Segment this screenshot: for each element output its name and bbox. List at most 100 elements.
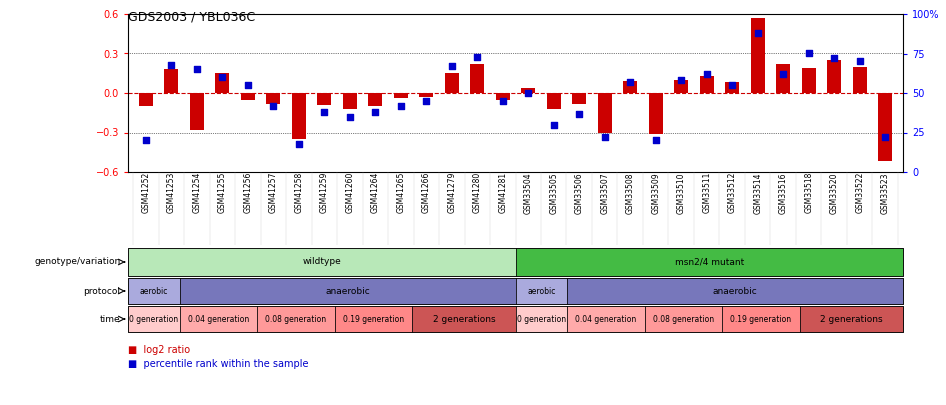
Point — [342, 113, 358, 120]
Bar — [180, 306, 257, 332]
Bar — [419, 93, 433, 97]
Text: 0 generation: 0 generation — [517, 315, 566, 324]
Text: GSM33523: GSM33523 — [881, 172, 889, 213]
Bar — [128, 306, 180, 332]
Text: 0.08 generation: 0.08 generation — [653, 315, 714, 324]
Bar — [335, 306, 412, 332]
Text: 0.19 generation: 0.19 generation — [342, 315, 404, 324]
Text: GSM33518: GSM33518 — [804, 172, 814, 213]
Bar — [644, 306, 722, 332]
Bar — [257, 306, 335, 332]
Text: GSM41252: GSM41252 — [141, 172, 150, 213]
Text: wildtype: wildtype — [303, 258, 342, 266]
Text: GSM33512: GSM33512 — [727, 172, 737, 213]
Bar — [547, 93, 561, 109]
Point — [215, 74, 230, 81]
Point — [240, 82, 255, 88]
Bar — [878, 93, 892, 162]
Text: GSM41266: GSM41266 — [422, 172, 430, 213]
Bar — [568, 306, 644, 332]
Text: 0.19 generation: 0.19 generation — [730, 315, 792, 324]
Point — [878, 134, 893, 141]
Bar — [799, 306, 903, 332]
Text: GSM41258: GSM41258 — [294, 172, 304, 213]
Bar — [496, 93, 510, 100]
Bar — [190, 93, 203, 130]
Text: protocol: protocol — [83, 286, 120, 296]
Text: GSM33504: GSM33504 — [524, 172, 533, 213]
Text: anaerobic: anaerobic — [325, 286, 370, 296]
Point — [852, 58, 867, 65]
Bar — [623, 81, 638, 93]
Bar — [368, 93, 382, 106]
Bar — [216, 73, 229, 93]
Point — [138, 137, 153, 144]
Text: GSM33516: GSM33516 — [779, 172, 788, 213]
Text: GSM33508: GSM33508 — [625, 172, 635, 213]
Text: GSM41257: GSM41257 — [269, 172, 278, 213]
Bar — [128, 278, 180, 304]
Point — [394, 102, 409, 109]
Text: anaerobic: anaerobic — [712, 286, 758, 296]
Bar — [267, 93, 280, 104]
Text: 0.04 generation: 0.04 generation — [188, 315, 249, 324]
Point — [750, 30, 765, 36]
Bar — [827, 60, 841, 93]
Text: GSM33507: GSM33507 — [600, 172, 609, 213]
Point — [546, 122, 561, 128]
Text: GSM41255: GSM41255 — [218, 172, 227, 213]
Point — [801, 50, 816, 57]
Point — [827, 55, 842, 62]
Point — [776, 71, 791, 77]
Bar — [516, 278, 568, 304]
Bar — [852, 67, 867, 93]
Text: 2 generations: 2 generations — [820, 315, 883, 324]
Text: 0.08 generation: 0.08 generation — [266, 315, 326, 324]
Point — [725, 82, 740, 88]
Text: GSM41254: GSM41254 — [192, 172, 201, 213]
Text: GSM41265: GSM41265 — [396, 172, 405, 213]
Bar — [516, 248, 903, 276]
Bar — [751, 18, 764, 93]
Point — [266, 102, 281, 109]
Point — [317, 109, 332, 115]
Text: GSM41253: GSM41253 — [166, 172, 176, 213]
Point — [164, 61, 179, 68]
Point — [699, 71, 714, 77]
Text: GSM41256: GSM41256 — [243, 172, 253, 213]
Text: GSM41260: GSM41260 — [345, 172, 355, 213]
Point — [648, 137, 663, 144]
Point — [445, 63, 460, 69]
Bar — [180, 278, 516, 304]
Bar — [722, 306, 799, 332]
Bar — [776, 64, 790, 93]
Text: genotype/variation: genotype/variation — [34, 258, 120, 266]
Text: aerobic: aerobic — [527, 286, 555, 296]
Bar — [394, 93, 408, 98]
Text: GSM33506: GSM33506 — [575, 172, 584, 213]
Text: GSM41280: GSM41280 — [473, 172, 482, 213]
Bar — [726, 83, 739, 93]
Bar — [801, 68, 815, 93]
Point — [571, 110, 587, 117]
Point — [495, 98, 510, 104]
Text: aerobic: aerobic — [140, 286, 168, 296]
Text: GSM33514: GSM33514 — [753, 172, 762, 213]
Text: GSM41281: GSM41281 — [499, 172, 507, 213]
Point — [189, 66, 204, 72]
Bar — [139, 93, 153, 106]
Point — [622, 79, 638, 85]
Point — [419, 98, 434, 104]
Bar — [128, 248, 516, 276]
Point — [470, 53, 485, 60]
Bar — [241, 93, 254, 100]
Text: GSM33511: GSM33511 — [702, 172, 711, 213]
Bar — [445, 73, 459, 93]
Text: 2 generations: 2 generations — [432, 315, 495, 324]
Text: 0 generation: 0 generation — [130, 315, 179, 324]
Text: GSM33520: GSM33520 — [830, 172, 839, 213]
Point — [520, 90, 535, 96]
Point — [368, 109, 383, 115]
Bar — [470, 64, 484, 93]
Bar — [516, 306, 568, 332]
